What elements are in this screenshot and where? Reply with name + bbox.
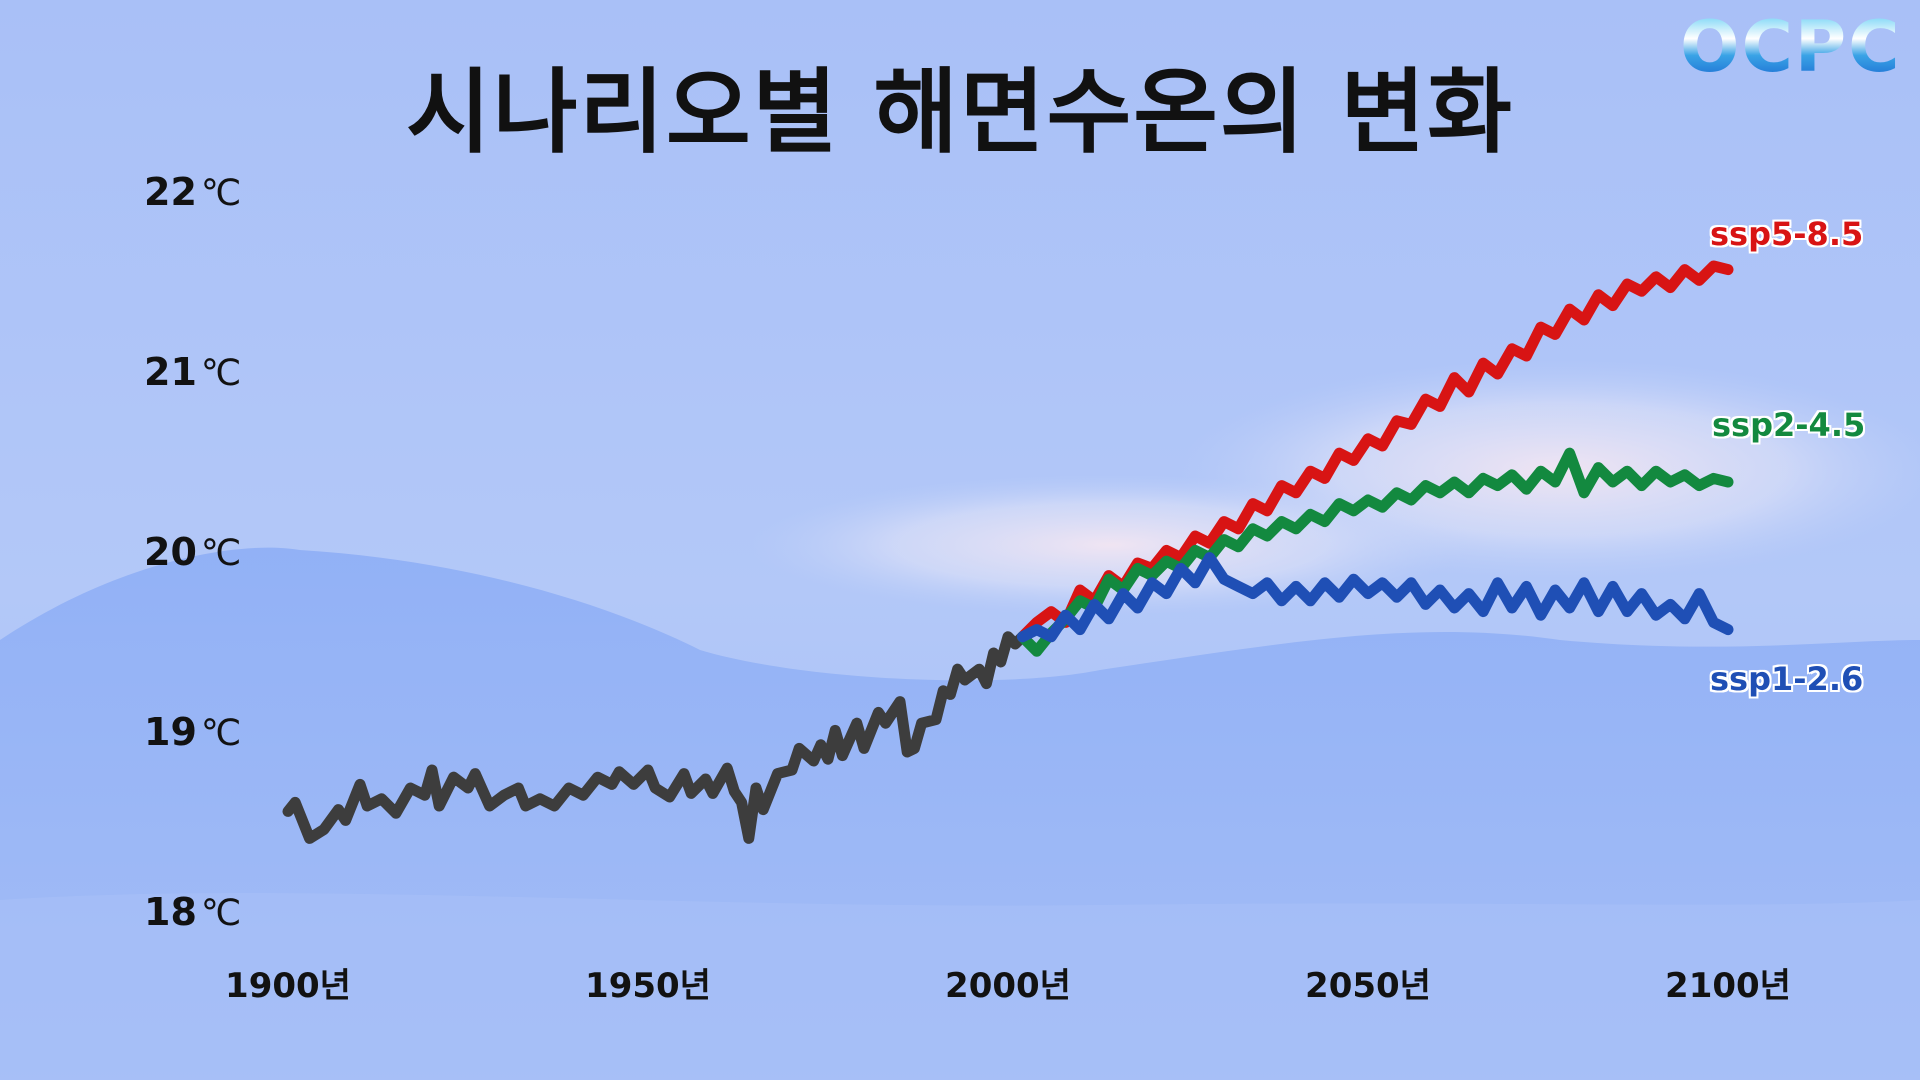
series-label: ssp5-8.5 xyxy=(1710,215,1864,253)
ocpc-logo: OCPC xyxy=(1680,6,1902,88)
y-tick-label: 21 ℃ xyxy=(144,350,241,394)
x-tick-label: 1950년 xyxy=(585,966,711,1006)
x-tick-label: 2050년 xyxy=(1305,966,1431,1006)
series-line-ssp1-2.6 xyxy=(1016,552,1734,643)
y-tick-value: 19 xyxy=(144,710,197,754)
page-title: 시나리오별 해면수온의 변화 xyxy=(406,59,1514,166)
series-line-ssp2-4.5 xyxy=(1016,447,1734,657)
x-tick-label: 2100년 xyxy=(1665,966,1791,1006)
series-label: ssp2-4.5 xyxy=(1712,406,1866,444)
y-tick-unit: ℃ xyxy=(200,173,242,214)
y-tick-value: 20 xyxy=(144,530,197,574)
y-tick-value: 18 xyxy=(144,890,197,934)
y-tick-value: 22 xyxy=(144,170,197,214)
x-tick-label: 1900년 xyxy=(225,966,351,1006)
x-tick-label: 2000년 xyxy=(945,966,1071,1006)
y-tick-label: 19 ℃ xyxy=(144,710,241,754)
y-tick-label: 20 ℃ xyxy=(144,530,241,574)
y-tick-unit: ℃ xyxy=(200,893,242,934)
y-tick-label: 18 ℃ xyxy=(144,890,241,934)
y-tick-label: 22 ℃ xyxy=(144,170,241,214)
y-tick-unit: ℃ xyxy=(200,353,242,394)
series-label: ssp1-2.6 xyxy=(1710,660,1864,698)
y-tick-unit: ℃ xyxy=(200,533,242,574)
y-tick-unit: ℃ xyxy=(200,713,242,754)
series-line-historical xyxy=(282,631,1028,844)
y-tick-value: 21 xyxy=(144,350,197,394)
